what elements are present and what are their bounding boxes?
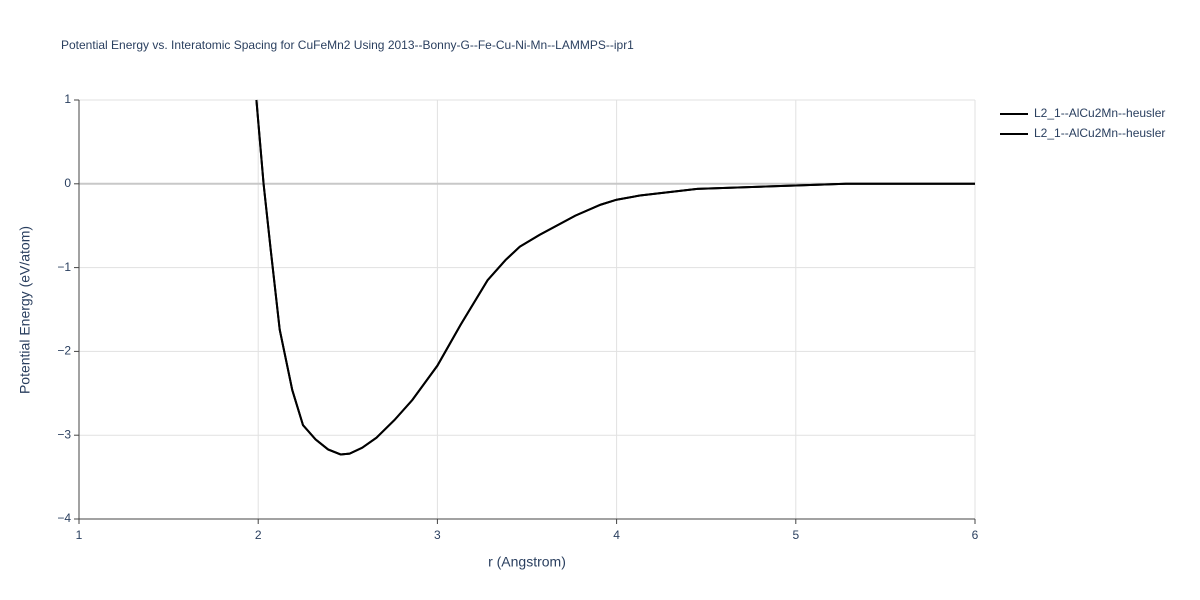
y-tick-label: −4 <box>57 511 71 525</box>
x-tick-label: 5 <box>792 528 799 542</box>
x-tick-label: 6 <box>972 528 979 542</box>
y-tick-label: −2 <box>57 344 71 358</box>
x-tick-label: 1 <box>76 528 83 542</box>
legend-label: L2_1--AlCu2Mn--heusler <box>1034 126 1165 140</box>
chart-title: Potential Energy vs. Interatomic Spacing… <box>61 38 634 52</box>
legend-label: L2_1--AlCu2Mn--heusler <box>1034 106 1165 120</box>
y-tick-label: −3 <box>57 427 71 441</box>
y-tick-label: 0 <box>64 176 71 190</box>
x-tick-label: 3 <box>434 528 441 542</box>
y-tick-label: 1 <box>64 92 71 106</box>
x-tick-label: 4 <box>613 528 620 542</box>
x-axis-title: r (Angstrom) <box>488 554 566 570</box>
line-series <box>255 99 975 456</box>
y-tick-label: −1 <box>57 260 71 274</box>
line-series <box>255 99 975 456</box>
y-axis-title: Potential Energy (eV/atom) <box>17 226 33 394</box>
x-tick-label: 2 <box>255 528 262 542</box>
